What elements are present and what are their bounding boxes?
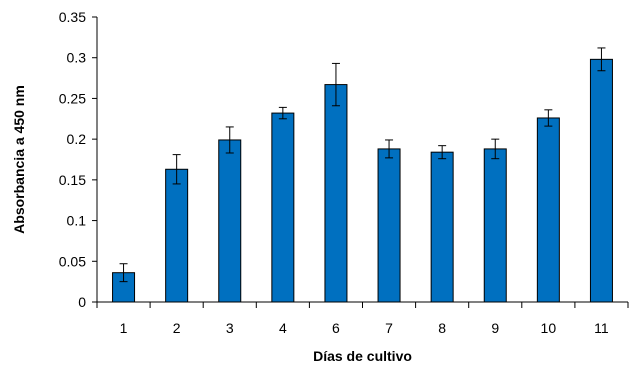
y-tick-label: 0	[78, 294, 86, 310]
bar-day-9	[483, 148, 507, 303]
x-tick-label: 7	[385, 320, 393, 336]
bar-day-8	[430, 151, 454, 303]
x-tick-label: 6	[332, 320, 340, 336]
y-tick-label: 0.35	[59, 9, 86, 25]
bar-day-2	[165, 168, 189, 303]
y-tick-label: 0.2	[67, 131, 87, 147]
y-tick-label: 0.1	[67, 213, 87, 229]
x-tick-label: 3	[226, 320, 234, 336]
x-tick-label: 1	[120, 320, 128, 336]
y-tick-label: 0.25	[59, 90, 86, 106]
bar-day-7	[377, 148, 401, 303]
y-axis-ticks: 0 0.05 0.1 0.15 0.2 0.25 0.3 0.35	[59, 9, 97, 310]
x-tick-label: 8	[438, 320, 446, 336]
y-tick-label: 0.15	[59, 172, 86, 188]
y-tick-label: 0.3	[67, 50, 87, 66]
x-tick-label: 9	[491, 320, 499, 336]
x-axis-title: Días de cultivo	[313, 348, 412, 364]
x-tick-label: 4	[279, 320, 287, 336]
bar-day-6	[324, 84, 348, 303]
bar-day-10	[536, 117, 560, 303]
x-axis-ticks: 1 2 3 4 6 7 8 9 10 11	[96, 302, 629, 336]
x-tick-label: 2	[173, 320, 181, 336]
bar-day-11	[589, 58, 613, 303]
bar-day-3	[218, 139, 242, 303]
x-tick-label: 11	[594, 320, 609, 336]
bars	[112, 47, 613, 303]
y-axis-title: Absorbancia a 450 nm	[11, 85, 27, 234]
bar-day-4	[271, 112, 295, 303]
y-tick-label: 0.05	[59, 253, 86, 269]
x-tick-label: 10	[541, 320, 557, 336]
